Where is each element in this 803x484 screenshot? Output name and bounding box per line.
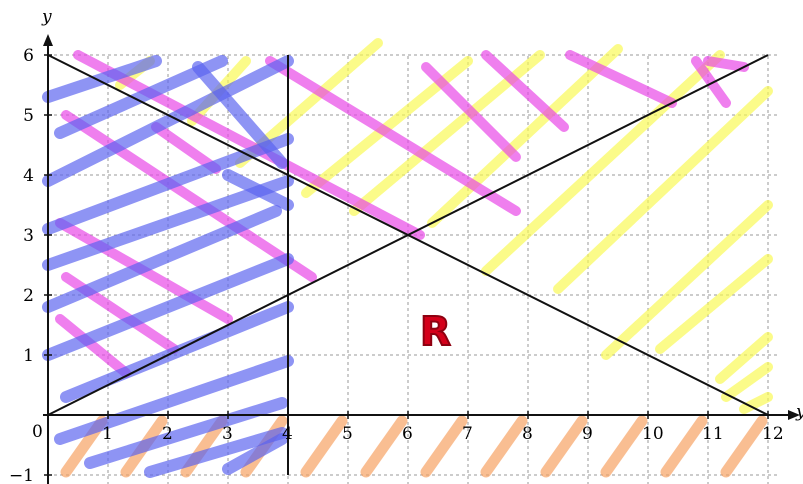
orange-shading-stroke	[420, 415, 468, 478]
magenta-shading-stroke	[73, 50, 425, 240]
x-axis-arrow	[788, 410, 800, 420]
y-axis-arrow	[43, 34, 53, 46]
blue-shading-stroke	[54, 55, 228, 139]
x-tick-label: 4	[282, 424, 293, 444]
magenta-shading-stroke	[703, 56, 749, 72]
x-tick-label: 9	[582, 424, 593, 444]
blue-shading-stroke	[84, 397, 288, 469]
x-tick-label: 5	[342, 424, 353, 444]
yellow-shading-stroke	[721, 362, 773, 402]
shading	[42, 38, 773, 478]
blue-shading-stroke	[222, 433, 288, 475]
x-tick-label: 7	[462, 424, 473, 444]
y-tick-label: 1	[23, 346, 34, 366]
x-tick-label: 1	[102, 424, 113, 444]
blue-shading-stroke	[54, 355, 294, 445]
blue-shading-stroke	[222, 169, 294, 211]
yellow-shading-stroke	[553, 86, 773, 294]
blue-shading-stroke	[42, 175, 294, 271]
magenta-shading-stroke	[55, 314, 131, 378]
x-tick-label: 12	[762, 424, 784, 444]
yellow-shading-stroke	[655, 254, 773, 354]
y-axis-label: y	[41, 7, 52, 27]
magenta-shading-stroke	[565, 50, 677, 108]
blue-shading-stroke	[144, 427, 288, 478]
orange-shading-stroke	[600, 415, 648, 478]
magenta-shading-stroke	[421, 62, 521, 162]
blue-shading-stroke	[192, 61, 288, 169]
x-tick-label: 11	[702, 424, 724, 444]
y-tick-label: −1	[9, 466, 34, 484]
blue-shading-stroke	[60, 301, 294, 403]
yellow-shading-stroke	[427, 44, 623, 228]
blue-shading-stroke	[42, 55, 162, 103]
orange-shading-stroke	[480, 415, 528, 478]
yellow-shading-stroke	[739, 392, 773, 414]
x-tick-label: 10	[642, 424, 664, 444]
x-tick-label: 3	[222, 424, 233, 444]
x-tick-label: 6	[402, 424, 413, 444]
magenta-shading-stroke	[151, 122, 221, 174]
magenta-shading-stroke	[481, 50, 569, 132]
blue-shading-stroke	[42, 55, 294, 187]
boundary-lines	[47, 54, 769, 475]
y-tick-label: 2	[23, 286, 34, 306]
boundary-line	[47, 54, 769, 416]
yellow-shading-stroke	[715, 332, 773, 384]
orange-shading-stroke	[300, 415, 348, 478]
orange-shading-stroke	[540, 415, 588, 478]
orange-shading-stroke	[360, 415, 408, 478]
x-tick-label: 2	[162, 424, 173, 444]
x-tick-label: 8	[522, 424, 533, 444]
axes	[43, 34, 800, 484]
region-label: R	[420, 309, 451, 355]
magenta-shading-stroke	[691, 56, 731, 108]
magenta-shading-stroke	[265, 56, 521, 216]
y-tick-label: 3	[23, 226, 34, 246]
orange-shading-stroke	[720, 415, 768, 478]
blue-shading-stroke	[42, 253, 294, 361]
x-axis-label: y	[795, 402, 803, 422]
magenta-shading-stroke	[61, 110, 317, 282]
y-tick-label: 4	[23, 166, 34, 186]
blue-shading-stroke	[42, 205, 282, 313]
y-tick-label: 5	[23, 106, 34, 126]
yellow-shading-stroke	[601, 200, 773, 360]
origin-label: 0	[32, 422, 43, 442]
yellow-shading-stroke	[481, 50, 725, 276]
orange-shading-stroke	[660, 415, 708, 478]
y-tick-label: 6	[23, 46, 34, 66]
